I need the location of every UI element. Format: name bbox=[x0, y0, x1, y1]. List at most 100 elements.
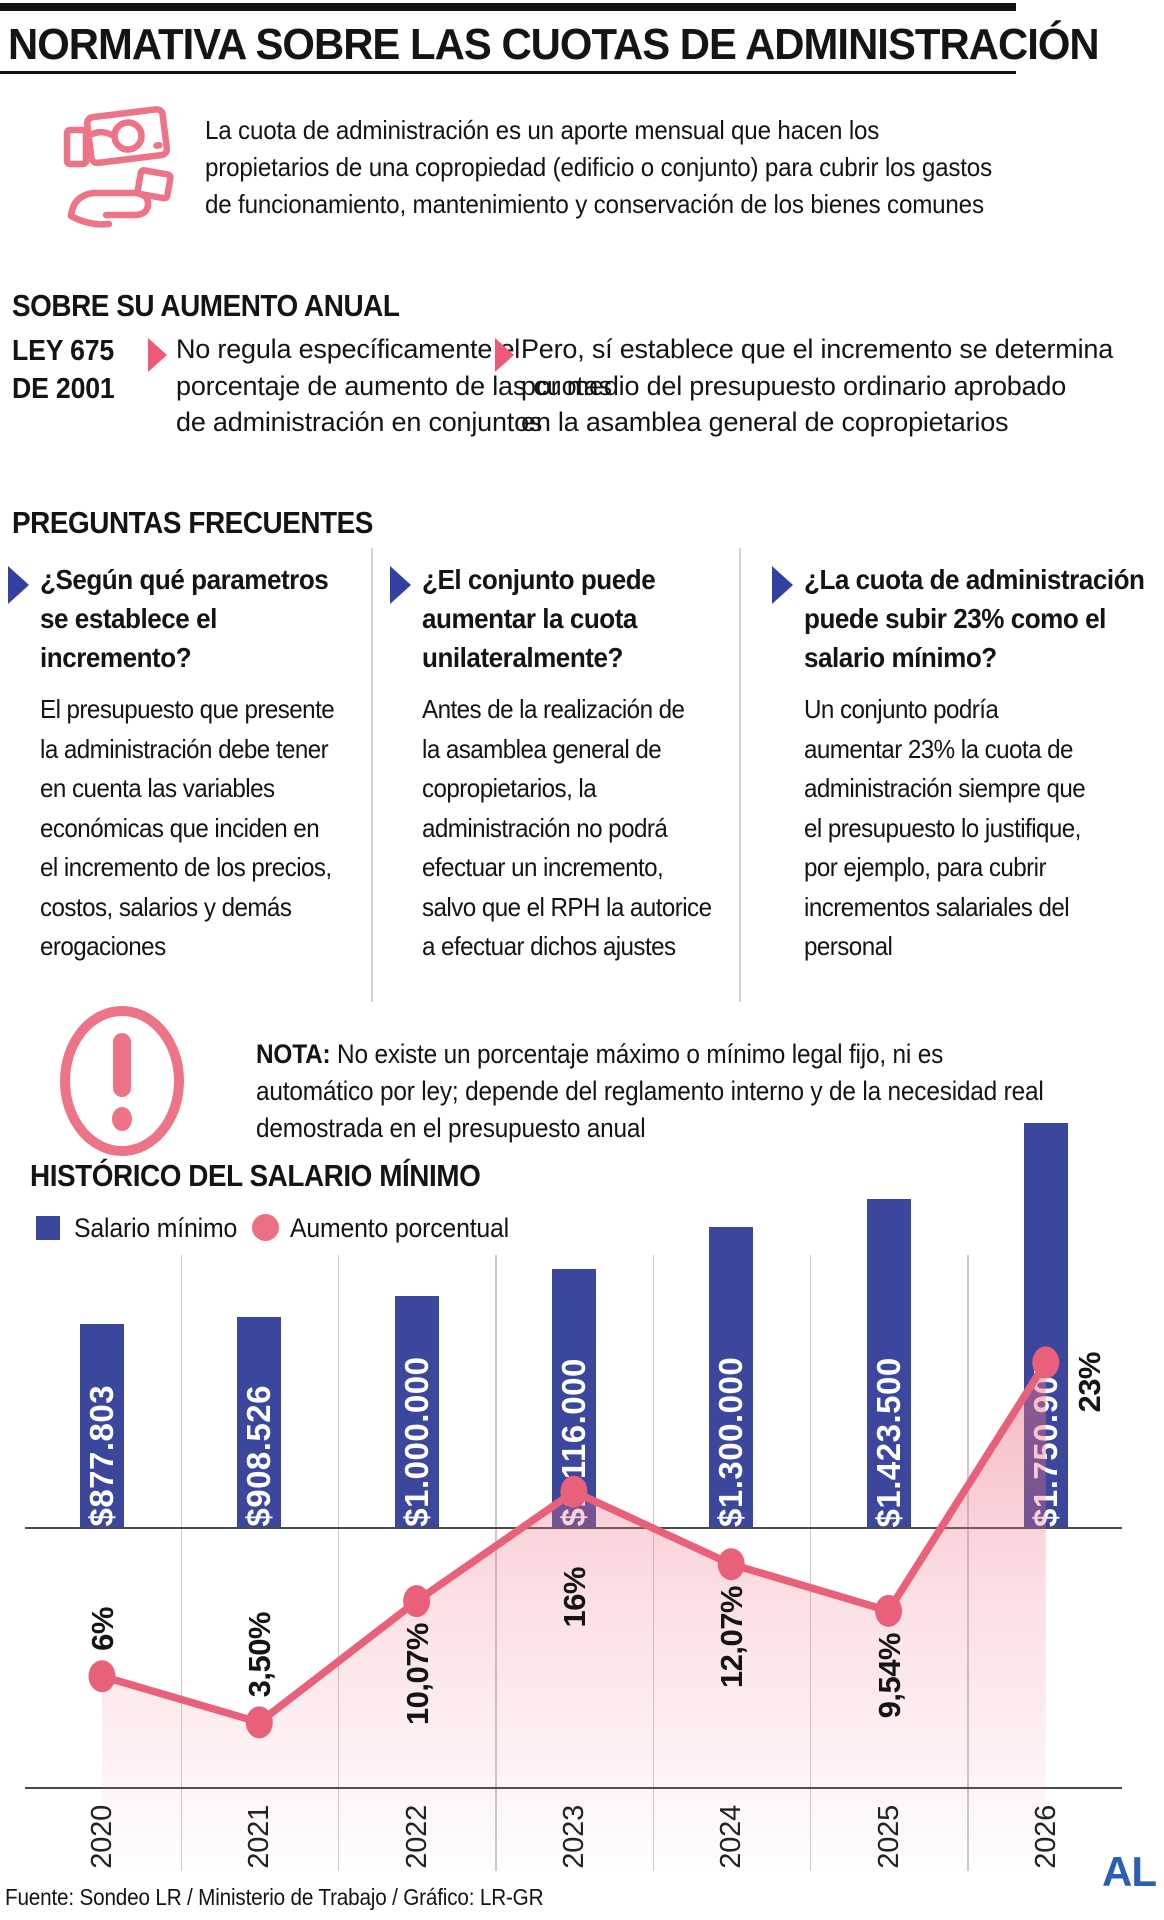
percent-point-2025 bbox=[875, 1594, 902, 1627]
answer-line: efectuar un incremento, bbox=[422, 852, 664, 882]
faq-question-2: ¿El conjunto puede aumentar la cuota uni… bbox=[422, 560, 656, 677]
answer-line: personal bbox=[804, 931, 893, 961]
section-heading-faq: PREGUNTAS FRECUENTES bbox=[12, 505, 373, 540]
law-line: DE 2001 bbox=[12, 373, 115, 405]
bar-value-label: $1.423.500 bbox=[869, 1356, 907, 1527]
intro-line: La cuota de administración es un aporte … bbox=[205, 115, 880, 145]
answer-line: económicas que inciden en bbox=[40, 812, 320, 843]
percent-point-2022 bbox=[403, 1585, 431, 1618]
question-line: se establece el bbox=[40, 603, 217, 634]
salary-bar-2026: $1.750.905 bbox=[1023, 1123, 1068, 1527]
question-line: ¿Según qué parametros bbox=[40, 564, 329, 595]
percent-label: 10,07% bbox=[399, 1623, 435, 1726]
year-label: 2020 bbox=[86, 1805, 118, 1869]
chart-gridline bbox=[967, 1255, 969, 1871]
year-label: 2022 bbox=[400, 1805, 433, 1869]
answer-line: el incremento de los precios, bbox=[40, 852, 332, 882]
bar-value-label: $1.000.000 bbox=[397, 1356, 435, 1527]
question-line: ¿La cuota de administración bbox=[804, 564, 1145, 595]
salary-bar-2025: $1.423.500 bbox=[866, 1198, 911, 1527]
answer-line: la administración debe tener bbox=[40, 733, 329, 764]
year-label: 2023 bbox=[557, 1805, 590, 1869]
answer-line: por ejemplo, para cubrir bbox=[804, 852, 1047, 882]
source-note: Fuente: Sondeo LR / Ministerio de Trabaj… bbox=[5, 1884, 544, 1910]
faq-answer-2: Antes de la realización de la asamblea g… bbox=[422, 690, 712, 967]
intro-paragraph: La cuota de administración es un aporte … bbox=[205, 112, 992, 223]
faq-divider bbox=[739, 548, 741, 1002]
answer-line: administración no podrá bbox=[422, 812, 668, 843]
faq-answer-1: El presupuesto que presente la administr… bbox=[40, 690, 335, 967]
law-reference: LEY 675 DE 2001 bbox=[12, 332, 115, 408]
faq-divider bbox=[371, 548, 373, 1002]
intro-line: propietarios de una copropiedad (edifici… bbox=[205, 152, 992, 182]
answer-line: a efectuar dichos ajustes bbox=[422, 931, 676, 961]
salary-bar-2021: $908.526 bbox=[237, 1317, 282, 1527]
chart-gridline bbox=[495, 1255, 497, 1871]
question-arrow-icon bbox=[390, 566, 411, 604]
percent-label: 23% bbox=[1071, 1352, 1107, 1413]
percent-label: 12,07% bbox=[714, 1586, 750, 1689]
chart-gridline bbox=[337, 1255, 340, 1871]
legend-label-salario: Salario mínimo bbox=[74, 1213, 238, 1243]
answer-line: en cuenta las variables bbox=[40, 773, 275, 803]
bar-value-label: $1.300.000 bbox=[712, 1356, 750, 1527]
chart-gridline bbox=[652, 1255, 655, 1871]
percent-label: 6% bbox=[85, 1607, 120, 1652]
percent-point-2021 bbox=[245, 1706, 273, 1739]
annual-bullet-1: No regula específicamente el porcentaje … bbox=[176, 331, 612, 441]
page-title: NORMATIVA SOBRE LAS CUOTAS DE ADMINISTRA… bbox=[8, 20, 1100, 69]
exclamation-icon bbox=[52, 995, 192, 1172]
answer-line: el presupuesto lo justifique, bbox=[804, 812, 1081, 843]
bullet-line: de administración en conjuntos bbox=[176, 407, 543, 437]
bullet-line: en la asamblea general de copropietarios bbox=[521, 407, 1009, 437]
faq-question-1: ¿Según qué parametros se establece el in… bbox=[40, 560, 329, 677]
bullet-arrow-icon bbox=[495, 338, 514, 372]
answer-line: la asamblea general de bbox=[422, 733, 662, 764]
answer-line: Antes de la realización de bbox=[422, 694, 685, 724]
year-label: 2021 bbox=[243, 1805, 276, 1869]
bullet-arrow-icon bbox=[148, 338, 167, 372]
bullet-line: por medio del presupuesto ordinario apro… bbox=[521, 370, 1067, 401]
chart-baseline bbox=[25, 1527, 1122, 1529]
al-logo: AL bbox=[1102, 1848, 1157, 1895]
legend-square-swatch bbox=[36, 1216, 60, 1240]
note-block: NOTA: No existe un porcentaje máximo o m… bbox=[256, 1036, 1044, 1147]
salary-bar-2023: $1.116.000 bbox=[551, 1269, 596, 1527]
answer-line: Un conjunto podría bbox=[804, 694, 999, 724]
hand-receiving-money-icon bbox=[62, 100, 192, 241]
percent-point-2020 bbox=[88, 1660, 116, 1693]
question-arrow-icon bbox=[8, 566, 29, 604]
chart-title: HISTÓRICO DEL SALARIO MÍNIMO bbox=[30, 1158, 481, 1193]
faq-question-3: ¿La cuota de administración puede subir … bbox=[804, 560, 1145, 677]
annual-bullet-2: Pero, sí establece que el incremento se … bbox=[521, 331, 1113, 441]
faq-answer-3: Un conjunto podría aumentar 23% la cuota… bbox=[804, 690, 1086, 967]
question-line: salario mínimo? bbox=[804, 642, 997, 673]
bar-value-label: $1.116.000 bbox=[554, 1358, 592, 1527]
bar-value-label: $908.526 bbox=[240, 1385, 278, 1527]
bar-value-label: $1.750.905 bbox=[1026, 1356, 1064, 1527]
answer-line: administración siempre que bbox=[804, 773, 1086, 803]
intro-line: de funcionamiento, mantenimiento y conse… bbox=[205, 189, 984, 219]
chart-lower-axis bbox=[25, 1787, 1122, 1789]
question-line: puede subir 23% como el bbox=[804, 603, 1106, 634]
answer-line: copropietarios, la bbox=[422, 773, 597, 803]
bar-value-label: $877.803 bbox=[83, 1385, 120, 1527]
section-heading-annual-increase: SOBRE SU AUMENTO ANUAL bbox=[12, 288, 400, 323]
percent-label: 3,50% bbox=[242, 1611, 278, 1698]
question-line: incremento? bbox=[40, 642, 192, 673]
title-underline bbox=[0, 71, 1016, 74]
salary-bar-2024: $1.300.000 bbox=[709, 1227, 754, 1527]
answer-line: erogaciones bbox=[40, 931, 166, 961]
answer-line: aumentar 23% la cuota de bbox=[804, 733, 1073, 764]
salary-bar-2022: $1.000.000 bbox=[394, 1296, 439, 1527]
question-line: ¿El conjunto puede bbox=[422, 564, 656, 595]
chart-gridline bbox=[180, 1255, 183, 1871]
year-label: 2026 bbox=[1029, 1805, 1062, 1869]
question-line: unilateralmente? bbox=[422, 642, 623, 673]
header-top-bar bbox=[0, 3, 1016, 11]
question-arrow-icon bbox=[772, 566, 793, 604]
law-line: LEY 675 bbox=[12, 335, 115, 367]
